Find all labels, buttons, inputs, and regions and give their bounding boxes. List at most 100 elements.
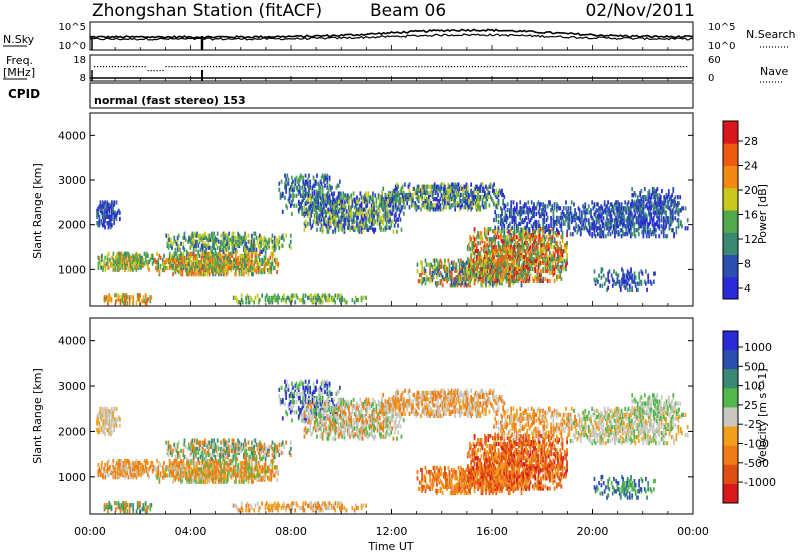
range-cell: [360, 207, 363, 212]
range-cell: [641, 206, 644, 211]
range-cell: [470, 256, 473, 262]
range-cell: [254, 231, 257, 236]
range-cell: [272, 266, 275, 271]
range-cell: [438, 199, 441, 204]
range-cell: [408, 197, 411, 202]
range-cell: [518, 256, 521, 262]
range-cell: [328, 293, 331, 298]
range-cell: [615, 200, 617, 205]
range-cell: [235, 239, 237, 244]
range-cell: [453, 199, 455, 204]
range-cell: [633, 200, 636, 205]
range-cell: [328, 219, 331, 224]
range-cell: [585, 218, 588, 223]
range-cell: [495, 194, 498, 200]
range-cell: [165, 233, 168, 238]
range-cell: [510, 233, 513, 238]
range-cell: [337, 209, 340, 214]
range-cell: [326, 185, 329, 190]
range-cell: [510, 256, 513, 262]
range-cell: [318, 207, 321, 212]
range-cell: [386, 199, 389, 204]
range-cell: [599, 214, 601, 219]
range-cell: [464, 268, 467, 273]
range-cell: [448, 201, 451, 206]
range-cell: [118, 251, 121, 256]
range-cell: [327, 293, 330, 298]
range-cell: [439, 203, 442, 208]
range-cell: [244, 251, 246, 256]
range-cell: [391, 201, 394, 206]
range-cell: [316, 227, 318, 232]
range-cell: [317, 221, 320, 226]
range-cell: [425, 190, 428, 195]
range-cell: [373, 215, 375, 220]
range-cell: [179, 268, 181, 273]
range-cell: [609, 226, 612, 231]
range-cell: [524, 254, 526, 260]
range-cell: [424, 190, 427, 195]
range-cell: [556, 264, 558, 270]
range-cell: [446, 272, 449, 278]
range-cell: [672, 216, 674, 221]
range-cell: [340, 203, 342, 208]
range-cell: [404, 194, 406, 200]
range-cell: [289, 233, 292, 238]
range-cell: [549, 200, 551, 205]
range-cell: [460, 199, 462, 204]
range-cell: [143, 299, 146, 304]
range-cell: [285, 298, 288, 303]
range-cell: [360, 298, 363, 303]
range-cell: [542, 217, 545, 223]
range-cell: [325, 219, 328, 224]
range-cell: [433, 262, 436, 267]
range-cell: [554, 241, 557, 246]
range-cell: [139, 293, 141, 298]
range-cell: [293, 203, 296, 208]
range-cell: [617, 218, 620, 223]
range-cell: [392, 207, 395, 212]
range-cell: [471, 264, 474, 270]
range-cell: [549, 262, 551, 268]
range-cell: [477, 241, 479, 246]
noise-right-tick-top: 10^5: [708, 22, 735, 33]
range-cell: [246, 245, 249, 250]
range-cell: [396, 182, 398, 187]
range-cell: [651, 218, 654, 223]
range-cell: [241, 237, 244, 242]
range-cell: [540, 247, 542, 252]
range-cell: [455, 262, 458, 267]
range-cell: [253, 247, 256, 252]
range-cell: [494, 210, 497, 215]
range-cell: [375, 209, 378, 214]
range-cell: [429, 199, 431, 204]
range-cell: [184, 237, 187, 242]
range-cell: [494, 247, 497, 252]
range-cell: [201, 245, 204, 250]
range-cell: [308, 185, 310, 190]
range-cell: [472, 258, 475, 264]
range-cell: [655, 228, 657, 233]
range-cell: [469, 203, 471, 208]
range-cell: [537, 251, 540, 256]
range-cell: [665, 234, 667, 239]
range-cell: [655, 222, 657, 227]
range-cell: [662, 224, 665, 229]
range-cell: [513, 243, 516, 248]
range-cell: [408, 188, 411, 193]
range-cell: [180, 241, 182, 246]
range-cell: [430, 275, 433, 280]
range-cell: [200, 251, 203, 256]
range-cell: [181, 253, 184, 258]
range-cell: [586, 208, 589, 213]
range-cell: [247, 268, 250, 273]
range-cell: [450, 186, 453, 191]
range-cell: [504, 204, 507, 209]
range-cell: [278, 181, 281, 186]
range-cell: [436, 281, 438, 286]
range-cell: [603, 226, 606, 231]
range-cell: [195, 272, 197, 277]
range-cell: [225, 268, 228, 273]
range-cell: [431, 184, 434, 189]
range-cell: [485, 245, 487, 250]
